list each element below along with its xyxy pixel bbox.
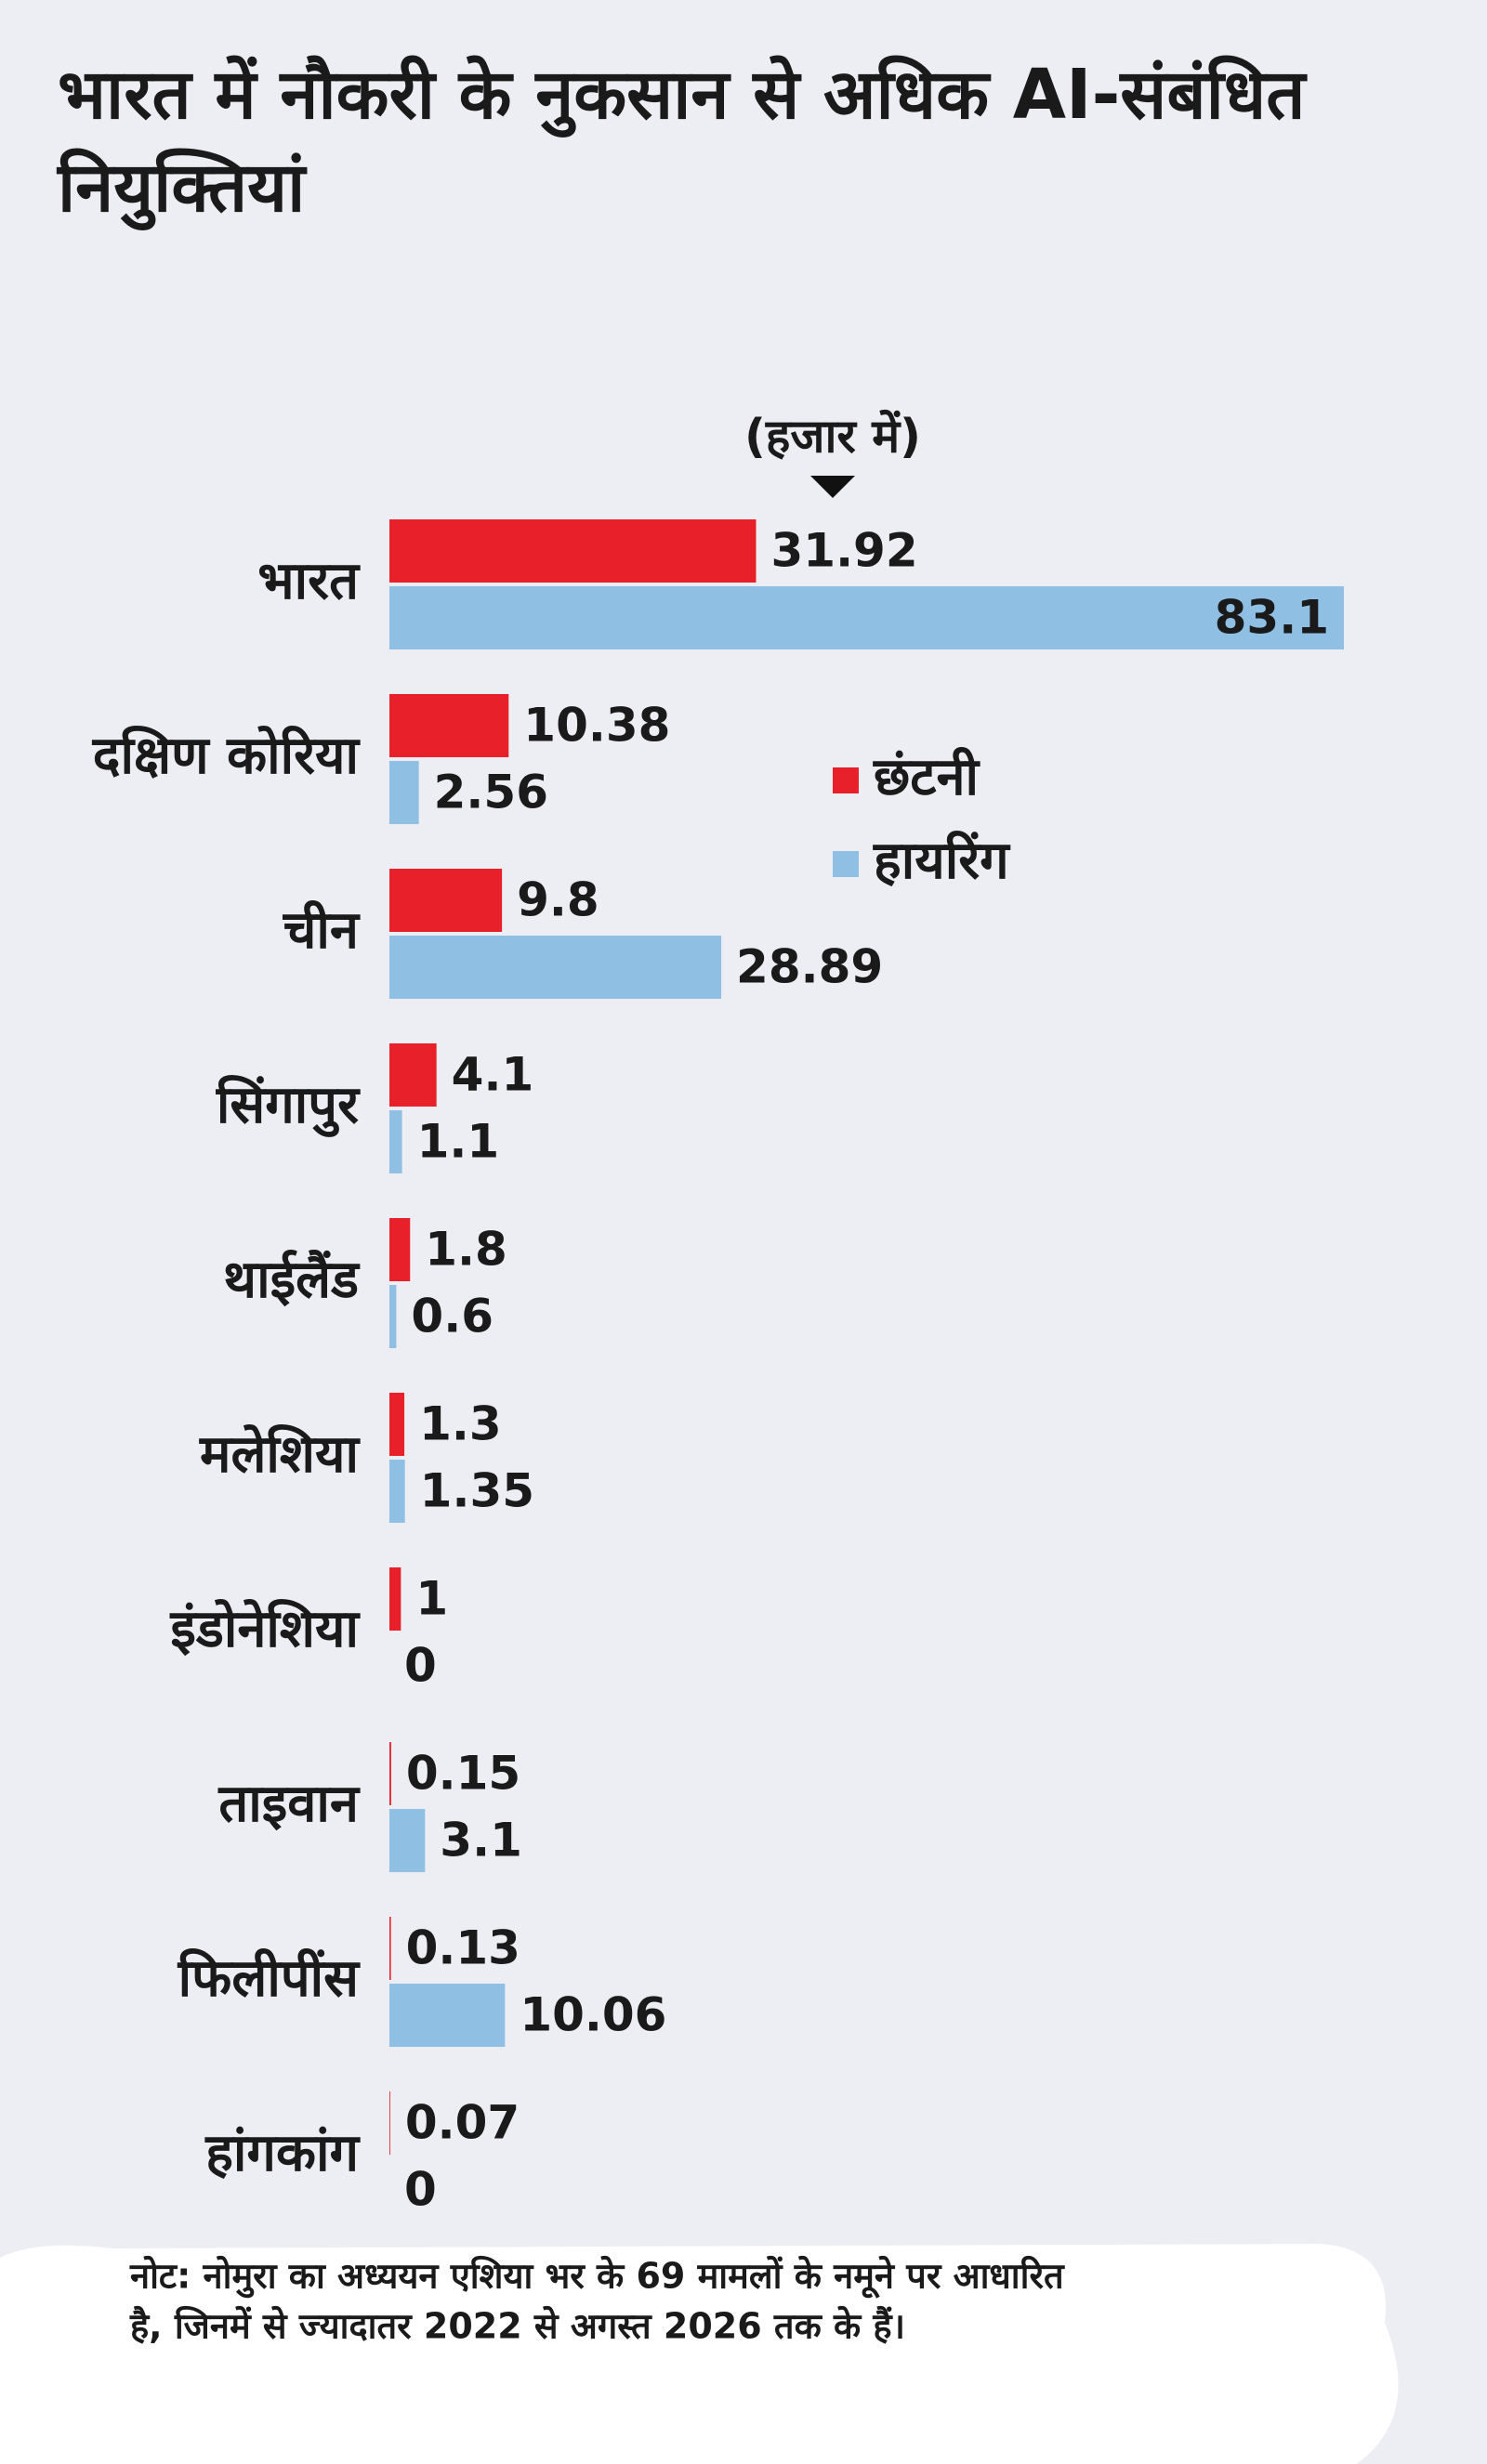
value-label: 28.89	[736, 940, 883, 994]
category-label: भारत	[257, 551, 361, 611]
bar	[389, 1218, 411, 1281]
value-label: 10.06	[520, 1988, 666, 2042]
category-label: ताइवान	[217, 1774, 361, 1834]
unit-arrow	[810, 476, 855, 498]
value-label: 2.56	[434, 766, 548, 819]
category-label: थाईलैंड	[223, 1249, 361, 1310]
value-label: 0.13	[406, 1921, 520, 1975]
bar	[389, 1393, 405, 1456]
value-label: 31.92	[770, 524, 917, 578]
bar	[389, 1110, 402, 1173]
value-label: 0	[404, 1639, 437, 1693]
value-label: 9.8	[517, 873, 599, 927]
category-label: मलेशिया	[199, 1423, 362, 1485]
bar	[389, 869, 503, 932]
category-label: हांगकांग	[204, 2123, 361, 2183]
category-label: फिलीपींस	[178, 1947, 361, 2009]
bar	[389, 1809, 426, 1872]
value-label: 0.15	[406, 1747, 520, 1801]
value-label: 0.07	[405, 2096, 520, 2150]
value-label: 1.35	[420, 1464, 534, 1518]
bar	[389, 1984, 506, 2047]
unit-label: (हजार में)	[744, 410, 921, 464]
value-label: 3.1	[440, 1814, 522, 1868]
legend-label: छंटनी	[873, 746, 981, 807]
note-line: नोट: नोमुरा का अध्ययन एशिया भर के 69 माम…	[129, 2256, 1065, 2300]
bar	[389, 1460, 405, 1523]
bar	[389, 2091, 390, 2155]
category-label: सिंगापुर	[216, 1074, 361, 1137]
legend-swatch	[833, 767, 859, 793]
bar	[389, 519, 757, 583]
value-label: 10.38	[523, 699, 670, 753]
category-label: इंडोनेशिया	[169, 1598, 361, 1659]
value-label: 0	[404, 2163, 437, 2217]
bar	[389, 586, 1344, 649]
bar	[389, 936, 722, 999]
chart-title: भारत में नौकरी के नुकसान से अधिक AI-संबं…	[58, 55, 1306, 228]
value-label: 1.1	[417, 1115, 500, 1169]
value-label: 83.1	[1215, 591, 1329, 645]
bar	[389, 1567, 401, 1631]
category-label: दक्षिण कोरिया	[92, 725, 362, 786]
note-line: है, जिनमें से ज्यादातर 2022 से अगस्त 202…	[129, 2306, 905, 2347]
value-label: 1.3	[419, 1397, 502, 1451]
note-background	[0, 2244, 1399, 2464]
bar	[389, 1917, 391, 1980]
bar	[389, 1043, 437, 1107]
bar	[389, 761, 419, 824]
value-label: 0.6	[411, 1290, 493, 1343]
category-label: चीन	[283, 899, 361, 961]
bar	[389, 1285, 397, 1348]
value-label: 4.1	[452, 1048, 534, 1102]
legend-swatch	[833, 851, 859, 877]
bar	[389, 1742, 391, 1805]
value-label: 1	[415, 1572, 448, 1626]
bar	[389, 694, 509, 757]
value-label: 1.8	[425, 1223, 507, 1277]
legend-label: हायरिंग	[873, 830, 1011, 891]
